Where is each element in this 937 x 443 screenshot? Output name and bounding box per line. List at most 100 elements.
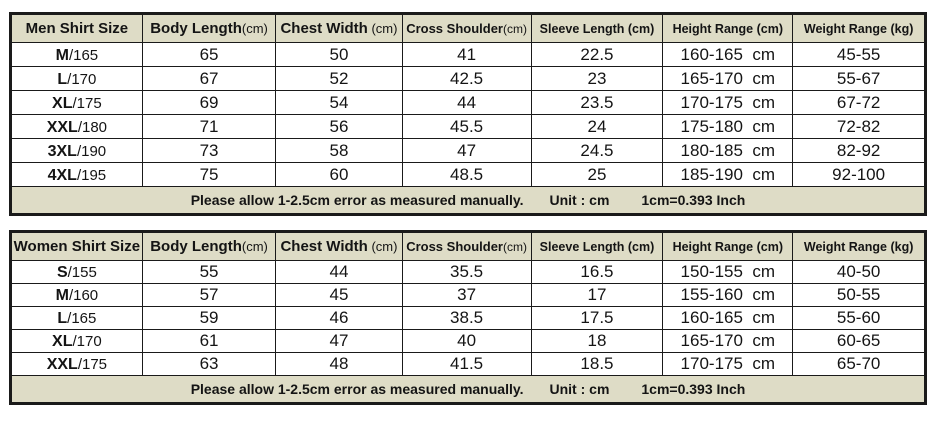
column-header-label: Men Shirt Size (25, 19, 129, 37)
value-cell: 38.5 (401, 306, 532, 330)
size-code: L (57, 310, 68, 327)
value-cell: 150-155 cm (662, 260, 794, 284)
size-cell: XXL/180 (10, 114, 143, 139)
value-cell: 45-55 (792, 42, 926, 67)
column-header: Weight Range (kg) (792, 231, 926, 261)
size-cell: L/170 (10, 66, 143, 91)
footer-note-cell: Please allow 1-2.5cm error as measured m… (10, 375, 926, 404)
column-header: Men Shirt Size (10, 13, 143, 43)
value-cell: 45.5 (401, 114, 532, 139)
value-cell: 42.5 (401, 66, 532, 91)
value-cell: 46 (275, 306, 403, 330)
size-code: XXL (46, 356, 78, 373)
column-header-label: Cross Shoulder (406, 238, 503, 254)
column-header: Sleeve Length (cm) (530, 13, 664, 43)
value-cell: 48.5 (401, 162, 532, 187)
value-cell: 45 (275, 283, 403, 307)
value-cell: 72-82 (792, 114, 926, 139)
column-header: Sleeve Length (cm) (530, 231, 664, 261)
column-header-label: Body Length (150, 237, 242, 255)
size-row: 4XL/195 75 60 48.5 25 185-190 cm 92-100 (10, 162, 926, 187)
column-header: Weight Range (kg) (792, 13, 926, 43)
size-chart-page: Men Shirt Size Body Length(cm) Chest Width… (9, 12, 927, 405)
value-cell: 23.5 (530, 90, 664, 115)
size-height-suffix: /165 (68, 46, 99, 64)
value-cell: 41 (401, 42, 532, 67)
value-cell: 24 (530, 114, 664, 139)
men-size-chart-table: Men Shirt Size Body Length(cm) Chest Width… (9, 12, 927, 216)
value-cell: 44 (275, 260, 403, 284)
column-header-label: Sleeve Length (cm) (539, 239, 655, 254)
value-cell: 55-67 (792, 66, 926, 91)
value-cell: 54 (275, 90, 403, 115)
size-cell: S/155 (10, 260, 143, 284)
size-code: 3XL (47, 142, 77, 160)
value-cell: 35.5 (401, 260, 532, 284)
value-cell: 47 (275, 329, 403, 353)
value-cell: 63 (141, 352, 277, 376)
column-header-label: Weight Range (kg) (803, 21, 914, 36)
value-cell: 25 (530, 162, 664, 187)
value-cell: 59 (141, 306, 277, 330)
column-header-unit: (cm) (367, 20, 398, 36)
header-row: Men Shirt Size Body Length(cm) Chest Width… (10, 13, 926, 43)
value-cell: 55-60 (792, 306, 926, 330)
column-header-label: Height Range (cm) (672, 239, 784, 254)
value-cell: 18.5 (530, 352, 664, 376)
column-header-label: Height Range (cm) (672, 21, 784, 36)
size-height-suffix: /155 (67, 264, 97, 281)
value-cell: 61 (141, 329, 277, 353)
column-header: Cross Shoulder(cm) (401, 13, 532, 43)
value-cell: 17 (530, 283, 664, 307)
size-code: S (56, 264, 68, 281)
value-cell: 92-100 (792, 162, 926, 187)
footer-conversion: 1cm=0.393 Inch (641, 192, 746, 208)
size-cell: 3XL/190 (10, 138, 143, 163)
column-header-label: Body Length (150, 19, 242, 37)
column-header: Body Length(cm) (141, 13, 277, 43)
value-cell: 185-190 cm (662, 162, 794, 187)
size-height-suffix: /170 (72, 333, 102, 350)
value-cell: 18 (530, 329, 664, 353)
column-header: Height Range (cm) (662, 231, 794, 261)
value-cell: 69 (141, 90, 277, 115)
value-cell: 37 (401, 283, 532, 307)
size-row: L/170 67 52 42.5 23 165-170 cm 55-67 (10, 66, 926, 91)
women-size-chart-table: Women Shirt Size Body Length(cm) Chest Wid… (9, 230, 927, 405)
value-cell: 165-170 cm (662, 66, 794, 91)
value-cell: 17.5 (530, 306, 664, 330)
size-height-suffix: /160 (68, 287, 99, 304)
size-height-suffix: /170 (67, 70, 97, 88)
value-cell: 165-170 cm (662, 329, 794, 353)
value-cell: 160-165 cm (662, 306, 794, 330)
size-cell: XXL/175 (10, 352, 143, 376)
value-cell: 50 (275, 42, 403, 67)
value-cell: 65 (141, 42, 277, 67)
size-row: 3XL/190 73 58 47 24.5 180-185 cm 82-92 (10, 138, 926, 163)
size-code: M (55, 287, 69, 304)
column-header: Body Length(cm) (141, 231, 277, 261)
value-cell: 155-160 cm (662, 283, 794, 307)
footer-conversion: 1cm=0.393 Inch (641, 381, 746, 397)
column-header-label: Sleeve Length (cm) (539, 21, 655, 36)
footer-unit: Unit : cm (549, 192, 610, 208)
value-cell: 57 (141, 283, 277, 307)
size-row: S/155 55 44 35.5 16.5 150-155 cm 40-50 (10, 260, 926, 284)
size-row: M/160 57 45 37 17 155-160 cm 50-55 (10, 283, 926, 307)
value-cell: 56 (275, 114, 403, 139)
footer-note: Please allow 1-2.5cm error as measured m… (190, 192, 524, 208)
footer-row: Please allow 1-2.5cm error as measured m… (10, 375, 926, 404)
size-row: XL/175 69 54 44 23.5 170-175 cm 67-72 (10, 90, 926, 115)
value-cell: 60 (275, 162, 403, 187)
value-cell: 67 (141, 66, 277, 91)
size-cell: L/165 (10, 306, 143, 330)
size-height-suffix: /175 (77, 356, 108, 373)
size-height-suffix: /180 (77, 118, 108, 136)
value-cell: 73 (141, 138, 277, 163)
header-row: Women Shirt Size Body Length(cm) Chest Wid… (10, 231, 926, 261)
column-header: Height Range (cm) (662, 13, 794, 43)
value-cell: 58 (275, 138, 403, 163)
size-height-suffix: /165 (67, 310, 97, 327)
size-row: XXL/175 63 48 41.5 18.5 170-175 cm 65-70 (10, 352, 926, 376)
value-cell: 24.5 (530, 138, 664, 163)
